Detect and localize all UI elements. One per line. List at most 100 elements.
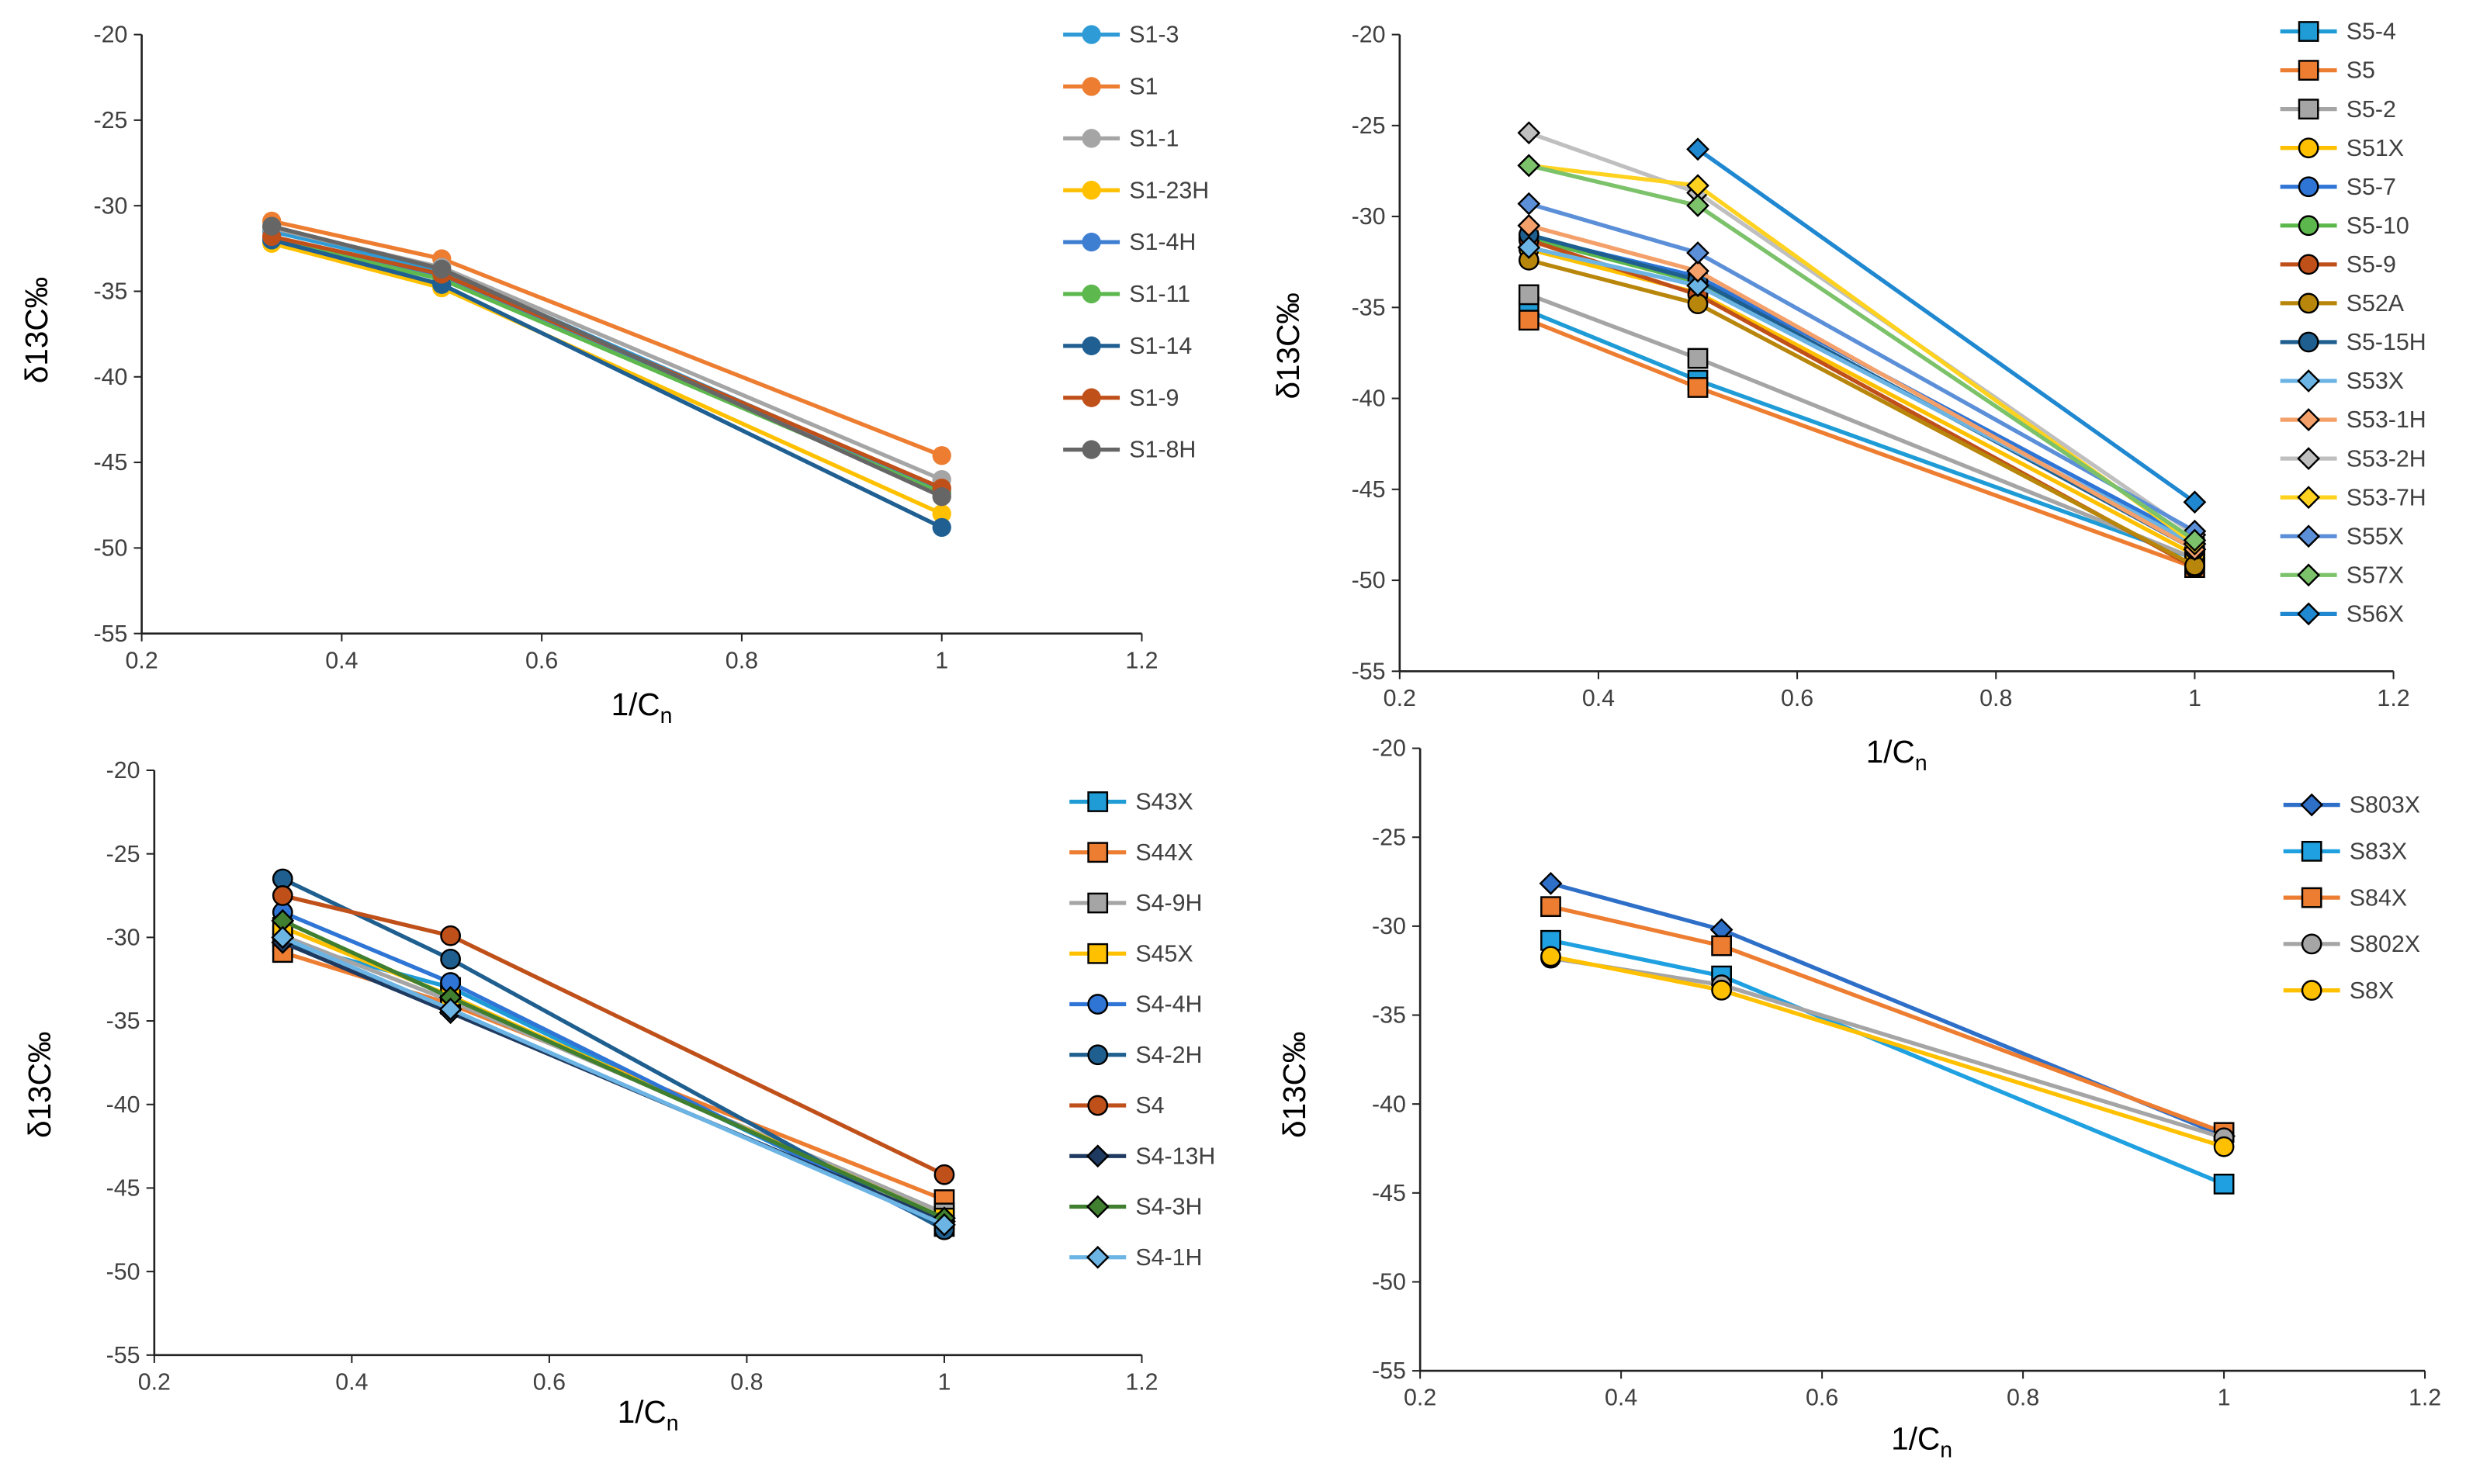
x-tick-label: 1: [2218, 1385, 2231, 1411]
legend-label: S57X: [2347, 562, 2404, 588]
y-tick-label: -30: [106, 924, 140, 950]
legend-marker: [1082, 77, 1101, 96]
y-tick-label: -20: [106, 757, 140, 784]
legend-item: S1-1: [1063, 125, 1179, 151]
legend-label: S84X: [2350, 884, 2407, 911]
legend-item: S43X: [1069, 789, 1193, 815]
legend-label: S1-4H: [1129, 229, 1196, 255]
data-point: [271, 925, 295, 950]
legend-marker: [1082, 25, 1101, 44]
series-line: [1550, 956, 2225, 1140]
data-point: [1686, 137, 1709, 161]
data-point: [932, 487, 951, 507]
legend-marker: [2297, 447, 2321, 471]
series-S803X: [1539, 871, 2236, 1148]
legend-item: S5: [2280, 57, 2375, 84]
legend-marker: [2300, 793, 2324, 817]
series-S83X: [1540, 929, 2235, 1195]
legend-item: S44X: [1069, 839, 1193, 866]
y-axis-label: δ13C‰: [1270, 292, 1306, 399]
data-point: [262, 216, 282, 236]
legend-marker: [1082, 388, 1101, 407]
legend-item: S45X: [1069, 940, 1193, 967]
legend-marker: [1082, 181, 1101, 200]
data-point: [932, 446, 951, 465]
series-line: [1550, 954, 2225, 1149]
legend-label: S1-23H: [1129, 177, 1209, 203]
series-line: [282, 893, 946, 1177]
legend-marker: [1087, 994, 1109, 1015]
legend-item: S4-4H: [1069, 991, 1202, 1018]
data-point: [1686, 241, 1709, 265]
data-point: [1518, 284, 1540, 306]
legend-label: S5-9: [2347, 251, 2396, 278]
legend-marker: [2301, 933, 2322, 955]
legend-item: S5-7: [2280, 174, 2396, 200]
legend-marker: [1087, 1044, 1109, 1066]
data-point: [1517, 192, 1541, 216]
legend-label: S4-2H: [1135, 1042, 1202, 1068]
legend-label: S8X: [2350, 977, 2394, 1004]
legend-item: S4-13H: [1069, 1143, 1215, 1169]
legend-marker: [1086, 1245, 1110, 1269]
x-tick-label: 1.2: [1125, 647, 1158, 673]
legend-marker: [1086, 1195, 1110, 1219]
x-tick-label: 0.4: [1582, 685, 1615, 711]
y-axis-label: δ13C‰: [22, 1032, 57, 1138]
x-tick-label: 0.2: [1404, 1385, 1436, 1411]
series-line: [1550, 905, 2225, 1135]
series-line: [1528, 309, 2196, 561]
data-point: [1711, 935, 1733, 956]
legend-item: S56X: [2280, 600, 2404, 627]
legend-item: S53X: [2280, 368, 2404, 394]
x-tick-label: 1.2: [2377, 685, 2409, 711]
legend-item: S1-3: [1063, 22, 1179, 48]
legend-label: S53-7H: [2347, 484, 2426, 510]
x-tick-label: 1.2: [2409, 1385, 2441, 1411]
data-point: [440, 948, 461, 970]
legend-marker: [2298, 21, 2319, 42]
legend-marker: [2301, 887, 2322, 908]
legend-marker: [1082, 284, 1101, 304]
y-axis-label: δ13C‰: [19, 277, 54, 383]
y-tick-label: -45: [1372, 1180, 1406, 1206]
data-point: [2213, 1173, 2235, 1195]
y-tick-label: -25: [106, 841, 140, 867]
legend-item: S1-4H: [1063, 229, 1196, 255]
y-tick-label: -55: [1352, 658, 1386, 684]
legend-label: S5-2: [2347, 96, 2396, 123]
series-S1-8H: [262, 216, 951, 507]
series-S1-14: [262, 230, 951, 538]
y-tick-label: -55: [106, 1342, 140, 1368]
legend-item: S1-23H: [1063, 177, 1209, 203]
legend-marker: [2301, 840, 2322, 862]
x-axis-label: 1/Cn: [1866, 734, 1927, 776]
data-point: [2213, 1136, 2235, 1157]
y-tick-label: -25: [93, 107, 127, 133]
x-axis-label: 1/Cn: [1891, 1420, 1952, 1462]
legend-label: S4-3H: [1135, 1194, 1202, 1220]
legend-item: S53-7H: [2280, 484, 2426, 510]
x-tick-label: 0.2: [1384, 685, 1416, 711]
chart-s4: -20 -25 -30 -35 -40 -45 -50 -550.2 0.4 0.6 0.8 1 1.2…: [22, 757, 1215, 1436]
legend-label: S1-3: [1129, 22, 1179, 48]
y-tick-label: -55: [1372, 1358, 1406, 1384]
legend-item: S1-11: [1063, 281, 1190, 307]
y-tick-label: -40: [93, 364, 127, 390]
x-tick-label: 1: [2188, 685, 2201, 711]
data-point: [438, 998, 462, 1021]
x-tick-label: 0.4: [325, 647, 358, 673]
legend-item: S1-8H: [1063, 437, 1196, 463]
data-point: [1687, 293, 1709, 315]
legend-marker: [1082, 336, 1101, 355]
chart-s1: -20 -25 -30 -35 -40 -45 -50 -550.2 0.4 0.6 0.8 1 1.2…: [19, 22, 1209, 728]
legend-label: S52A: [2347, 290, 2405, 317]
legend-marker: [2298, 254, 2319, 275]
legend-label: S803X: [2350, 792, 2420, 818]
data-point: [1539, 871, 1563, 895]
legend-marker: [1087, 1095, 1109, 1116]
y-tick-label: -35: [106, 1008, 140, 1034]
data-point: [1517, 236, 1541, 259]
series-line: [282, 950, 945, 1202]
